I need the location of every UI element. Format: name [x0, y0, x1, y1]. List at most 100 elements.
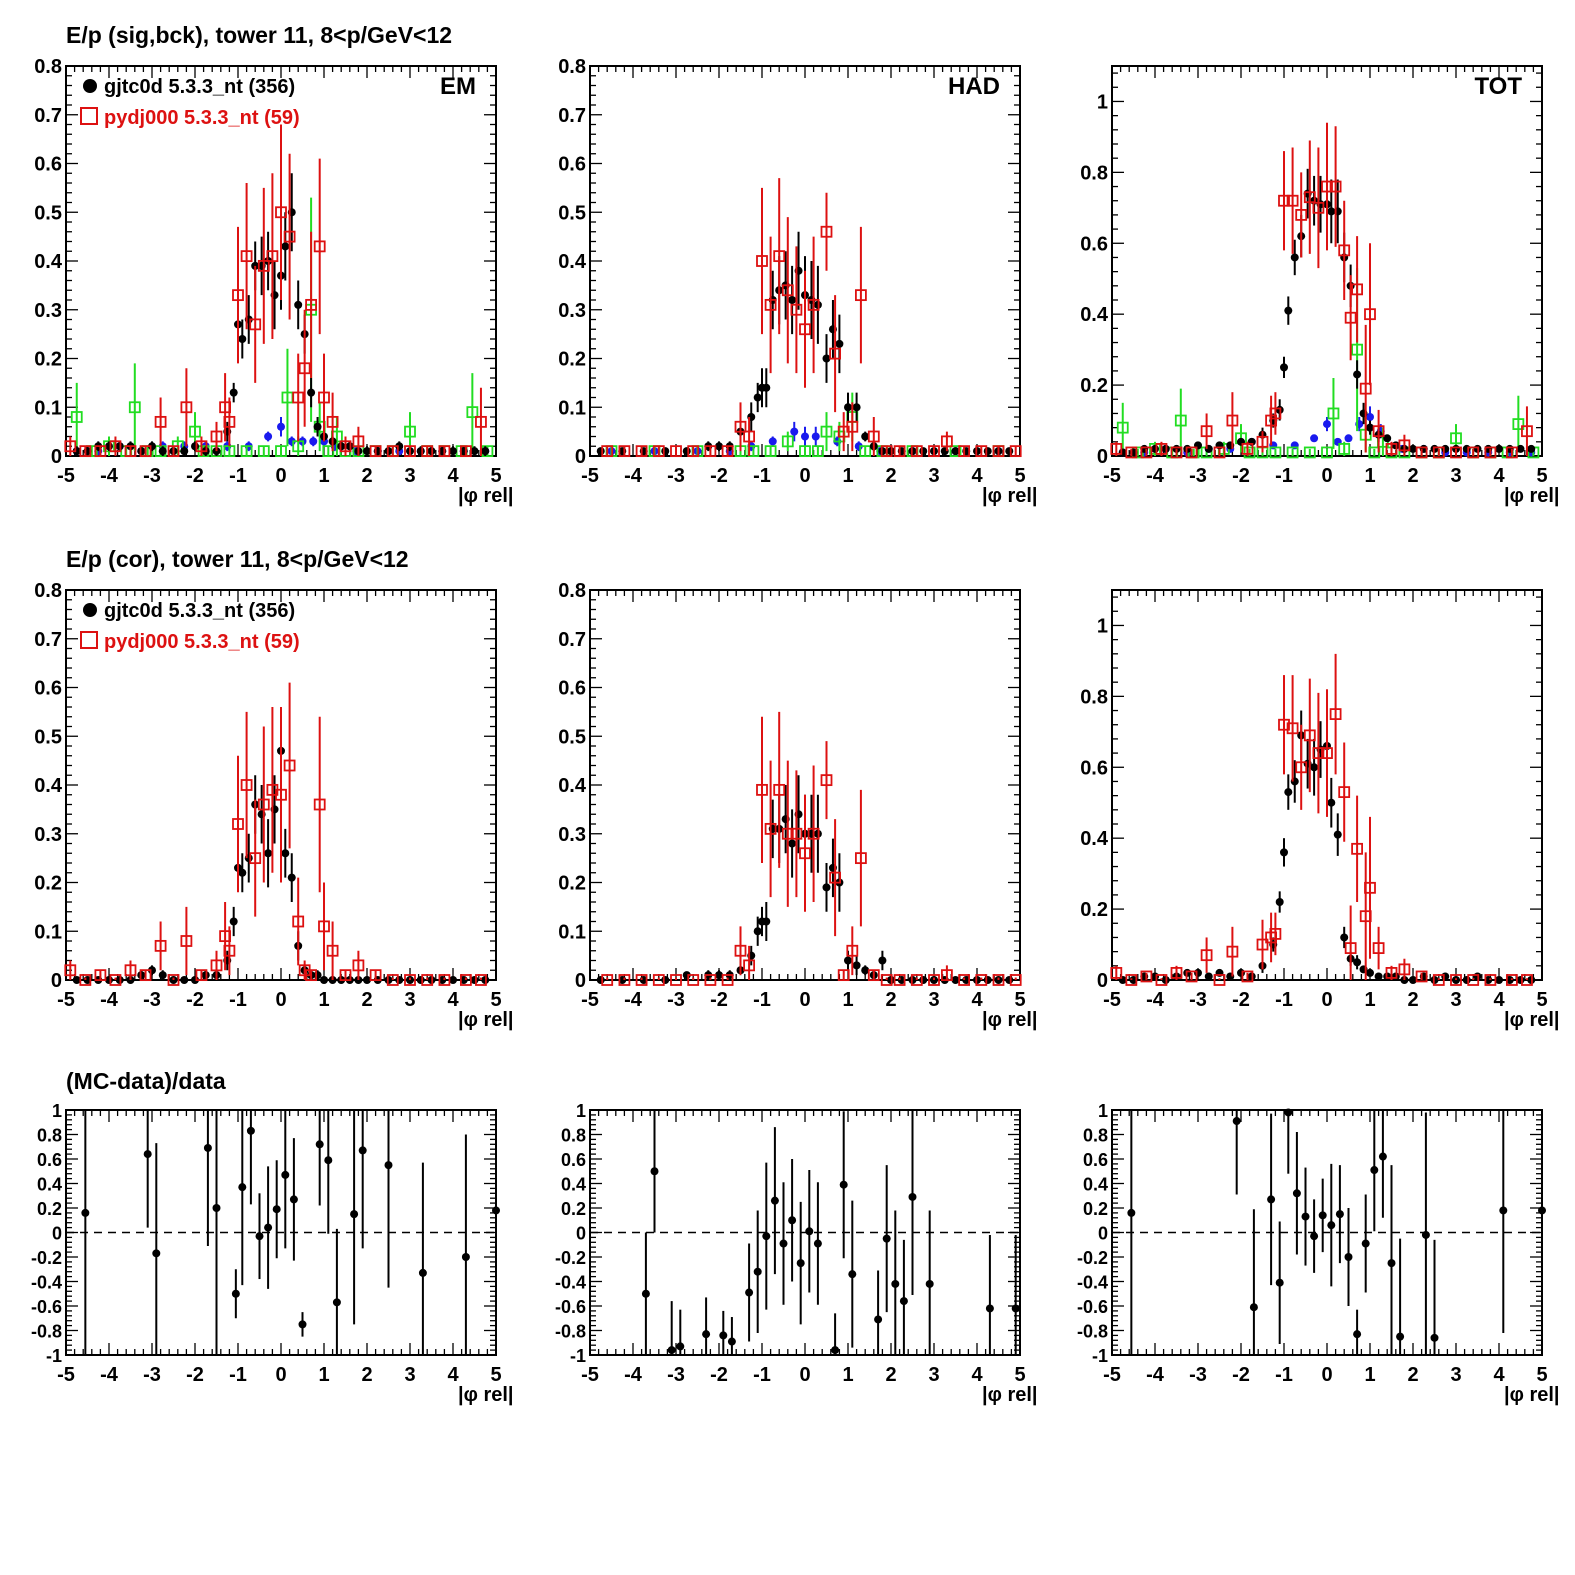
x-tick-label: 1 [318, 989, 329, 1011]
y-tick-label: 0 [51, 970, 62, 992]
data-point [1125, 446, 1138, 459]
x-tick-label: 0 [799, 465, 810, 487]
data-point [1185, 970, 1198, 983]
data-point [1312, 747, 1325, 759]
data-point [1310, 1232, 1319, 1241]
data-point [1155, 974, 1168, 986]
x-tick-label: 0 [799, 989, 810, 1011]
data-point [266, 250, 279, 263]
y-tick-label: 0.6 [37, 1150, 62, 1170]
y-tick-label: 0.1 [558, 921, 586, 943]
y-tick-label: 0.4 [558, 775, 587, 797]
data-point [315, 1140, 324, 1149]
x-tick-label: -2 [1232, 1364, 1250, 1386]
y-tick-label: 0.8 [558, 56, 586, 78]
data-point [229, 388, 238, 397]
data-point [158, 447, 167, 456]
data-point [781, 435, 794, 448]
data-point [1462, 444, 1471, 453]
series-data [81, 1110, 500, 1355]
data-point [1280, 363, 1288, 372]
data-point [667, 1346, 676, 1355]
x-tick-label: -3 [1189, 465, 1207, 487]
panel-sig-bck-TOT: -5 -4 -3 -2 -1 0 1 2 3 4 5 0 0.2 0.4 0.6 0.8 1 |φ rel| TOT [1080, 65, 1560, 507]
panel-cor-TOT: -5 -4 -3 -2 -1 0 1 2 3 4 5 0 0.2 0.4 0.6 0.8 1 |φ rel| [1080, 589, 1560, 1031]
data-point [1338, 443, 1351, 455]
data-point [756, 783, 768, 796]
x-tick-label: -1 [753, 465, 771, 487]
data-point [846, 420, 859, 433]
x-axis-label: |φ rel| [1504, 1009, 1560, 1031]
x-tick-label: 3 [928, 465, 939, 487]
y-tick-label: 0.6 [558, 678, 586, 700]
data-point [1484, 446, 1497, 459]
panel-cor-EM: -5 -4 -3 -2 -1 0 1 2 3 4 5 0 0.1 0.2 0.3 0.4 0.5 0.6 0.7 0.… [34, 580, 513, 1031]
data-point [773, 250, 786, 263]
data-point [801, 432, 809, 441]
data-point [203, 1143, 212, 1152]
data-point [305, 969, 318, 982]
data-point [734, 420, 747, 433]
y-tick-label: 0.8 [558, 580, 586, 602]
data-point [180, 401, 193, 414]
data-point [240, 779, 253, 791]
data-point [878, 956, 887, 965]
data-point [1310, 763, 1319, 772]
data-point [449, 976, 457, 984]
data-point [1372, 425, 1385, 438]
data-point [180, 976, 189, 984]
x-tick-label: 3 [928, 989, 939, 1011]
data-point [1241, 970, 1254, 983]
y-tick-label: 0.7 [34, 629, 62, 651]
data-point [275, 445, 287, 458]
panel-label: TOT [1474, 73, 1522, 100]
data-point [1441, 444, 1450, 453]
data-point [601, 445, 614, 458]
x-tick-label: 1 [318, 1364, 329, 1386]
data-point [395, 976, 404, 984]
y-tick-label: 0.2 [558, 873, 586, 895]
data-point [294, 300, 303, 309]
y-tick-label: 0.7 [558, 105, 586, 127]
data-point [461, 1253, 470, 1261]
data-point [281, 1170, 290, 1179]
data-point [369, 445, 382, 458]
x-tick-label: 2 [1407, 465, 1418, 487]
data-point [257, 445, 270, 458]
data-point [829, 347, 841, 360]
data-point [292, 915, 305, 928]
x-tick-label: -5 [1103, 465, 1121, 487]
data-point [788, 839, 797, 848]
data-point [829, 871, 841, 884]
data-point [240, 445, 253, 458]
y-tick-label: 0.6 [1080, 233, 1108, 255]
data-point [1359, 382, 1372, 395]
data-point [369, 969, 382, 982]
data-point [1286, 446, 1299, 459]
panel-ratio-EM: -5 -4 -3 -2 -1 0 1 2 3 4 5 -1 -0.8 -0.6 -0.4 -0.2 0 0.2 0.… [31, 1101, 514, 1406]
data-point [721, 445, 734, 458]
x-tick-label: 0 [275, 1364, 286, 1386]
legend-data-label: gjtc0d 5.3.3_nt (356) [104, 600, 295, 622]
y-tick-label: 0 [575, 970, 586, 992]
data-point [670, 974, 682, 986]
y-tick-label: 0 [52, 1224, 62, 1244]
data-point [908, 1192, 917, 1201]
data-point [313, 971, 322, 980]
data-point [1506, 974, 1518, 986]
data-point [596, 976, 605, 984]
data-point [438, 974, 451, 986]
data-point [386, 445, 399, 458]
data-point [1366, 413, 1374, 421]
data-point [195, 969, 208, 982]
data-point [1374, 972, 1383, 981]
data-point [781, 284, 794, 297]
data-point [1267, 1195, 1276, 1204]
legend-mc-label: pydj000 5.3.3_nt (59) [104, 631, 300, 653]
data-point [796, 1259, 805, 1268]
panel-ratio-TOT: -5 -4 -3 -2 -1 0 1 2 3 4 5 -1 -0.8 -0.6 -0.4 -0.2 0 0.2 0.… [1077, 1101, 1560, 1406]
data-point [318, 920, 330, 933]
row-title-ratio: (MC-data)/data [66, 1068, 226, 1094]
data-point [1329, 180, 1342, 193]
